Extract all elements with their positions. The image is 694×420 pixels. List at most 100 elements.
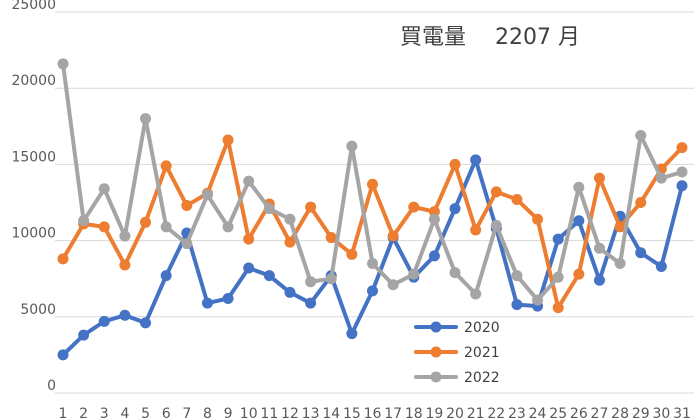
y-tick-label: 5000 xyxy=(20,302,56,318)
x-tick-label: 11 xyxy=(260,406,278,420)
data-point-2022 xyxy=(367,257,378,269)
x-tick-label: 27 xyxy=(591,406,609,420)
data-point-2021 xyxy=(593,172,605,184)
data-point-2022 xyxy=(325,273,337,285)
legend-item-2020: 2020 xyxy=(414,320,500,336)
data-point-2021 xyxy=(181,200,193,212)
data-point-2021 xyxy=(408,201,420,213)
data-point-2020 xyxy=(470,154,482,166)
data-point-2021 xyxy=(222,134,234,146)
x-tick-label: 13 xyxy=(302,406,320,420)
data-point-2021 xyxy=(140,216,152,228)
data-point-2020 xyxy=(428,250,440,262)
data-point-2021 xyxy=(449,158,461,170)
data-point-2020 xyxy=(140,317,152,329)
data-point-2020 xyxy=(655,261,667,273)
data-point-2021 xyxy=(325,232,337,244)
x-tick-label: 14 xyxy=(322,406,340,420)
legend-item-2021: 2021 xyxy=(414,345,500,361)
x-tick-label: 29 xyxy=(632,406,650,420)
x-tick-label: 1 xyxy=(59,406,68,420)
x-tick-label: 25 xyxy=(549,406,567,420)
data-point-2021 xyxy=(98,221,110,233)
data-point-2022 xyxy=(57,58,69,70)
series-2021 xyxy=(57,134,688,314)
data-point-2020 xyxy=(243,262,255,274)
data-point-2022 xyxy=(243,175,255,187)
x-tick-label: 19 xyxy=(425,406,443,420)
x-tick-label: 21 xyxy=(467,406,485,420)
data-point-2020 xyxy=(201,297,213,309)
data-point-2022 xyxy=(98,183,110,195)
legend-swatch-marker xyxy=(430,371,442,383)
x-tick-label: 28 xyxy=(611,406,629,420)
y-tick-label: 15000 xyxy=(11,149,56,165)
data-point-2022 xyxy=(408,268,420,280)
x-tick-label: 3 xyxy=(100,406,109,420)
data-point-2022 xyxy=(160,221,172,233)
x-tick-label: 9 xyxy=(224,406,233,420)
data-point-2022 xyxy=(305,276,317,288)
x-tick-label: 31 xyxy=(673,406,691,420)
data-point-2021 xyxy=(490,186,502,198)
data-point-2020 xyxy=(98,315,110,327)
x-axis-ticks: 1 2 3 4 5 6 7 8 9 10 11 12 13 14 15 16 17 18 19 20 21 22 23 24 2… xyxy=(59,406,691,420)
x-tick-label: 12 xyxy=(281,406,299,420)
chart-title: 買電量 2207 月 xyxy=(400,25,580,50)
data-point-2022 xyxy=(201,189,213,201)
data-point-2022 xyxy=(593,242,605,254)
x-tick-label: 15 xyxy=(343,406,361,420)
data-point-2022 xyxy=(78,215,90,227)
x-tick-label: 18 xyxy=(405,406,423,420)
data-point-2021 xyxy=(160,160,172,172)
data-point-2021 xyxy=(552,302,564,314)
x-tick-label: 24 xyxy=(529,406,547,420)
data-point-2020 xyxy=(635,247,647,259)
data-point-2022 xyxy=(511,270,523,282)
data-point-2022 xyxy=(532,294,544,306)
data-point-2021 xyxy=(57,253,69,265)
x-tick-label: 23 xyxy=(508,406,526,420)
data-point-2022 xyxy=(490,219,502,231)
x-tick-label: 17 xyxy=(384,406,402,420)
legend-label: 2022 xyxy=(464,370,500,386)
legend-swatch-marker xyxy=(430,346,442,358)
data-point-2020 xyxy=(593,274,605,286)
series-lines xyxy=(57,58,688,361)
data-point-2022 xyxy=(284,213,296,225)
data-point-2020 xyxy=(284,286,296,298)
y-axis-ticks: 0 5000 10000 15000 20000 25000 xyxy=(11,0,56,394)
data-point-2021 xyxy=(428,206,440,218)
data-point-2022 xyxy=(449,267,461,279)
x-tick-label: 7 xyxy=(182,406,191,420)
data-point-2020 xyxy=(222,293,234,305)
x-tick-label: 10 xyxy=(240,406,258,420)
legend-label: 2021 xyxy=(464,345,500,361)
y-tick-label: 20000 xyxy=(11,73,56,89)
data-point-2022 xyxy=(573,181,585,193)
data-point-2020 xyxy=(57,349,69,361)
data-point-2021 xyxy=(635,197,647,208)
x-tick-label: 30 xyxy=(652,406,670,420)
data-point-2022 xyxy=(635,129,647,141)
data-point-2022 xyxy=(119,230,131,242)
data-point-2020 xyxy=(511,299,523,311)
legend-swatch-marker xyxy=(430,321,442,333)
data-point-2021 xyxy=(284,236,296,248)
data-point-2022 xyxy=(263,203,275,215)
data-point-2021 xyxy=(119,259,131,271)
x-tick-label: 2 xyxy=(79,406,88,420)
x-tick-label: 26 xyxy=(570,406,588,420)
data-point-2020 xyxy=(160,270,172,282)
y-tick-label: 0 xyxy=(47,378,56,394)
data-point-2021 xyxy=(243,233,255,245)
data-point-2020 xyxy=(263,270,275,282)
legend: 2020 2021 2022 xyxy=(414,320,500,386)
data-point-2021 xyxy=(532,213,544,225)
x-tick-label: 4 xyxy=(120,406,129,420)
data-point-2022 xyxy=(552,271,564,283)
data-point-2022 xyxy=(614,257,626,269)
y-tick-label: 25000 xyxy=(11,0,56,13)
data-point-2020 xyxy=(676,180,688,192)
